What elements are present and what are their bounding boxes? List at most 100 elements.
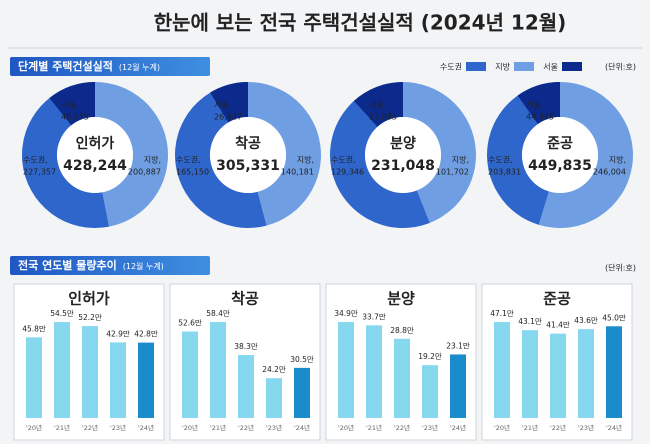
slice-value: 140,181 [281,168,314,177]
value-label: 54.5만 [50,309,74,318]
slice-name: 지방, [452,155,469,165]
donut-slice [330,82,430,229]
x-tick-label: '24년 [606,423,622,432]
donut-slice [49,82,95,126]
bar [578,329,594,418]
donut-slice [353,82,403,127]
donut-slice [95,82,168,227]
section-header [10,256,210,275]
section-title-text: 전국 연도별 물량추이 [18,258,117,272]
bar [338,322,354,418]
x-tick-label: '21년 [522,423,538,432]
bar [422,365,438,418]
legend-swatch [562,62,582,71]
donut-total: 231,048 [371,158,435,174]
panel-title: 인허가 [68,290,110,308]
x-tick-label: '23년 [422,423,438,432]
donut-total: 449,835 [528,158,592,174]
donut-center [365,117,441,193]
value-label: 28.8만 [390,326,414,335]
slice-name: 서울, [369,101,386,110]
bar [450,354,466,418]
bar [210,322,226,418]
bar [366,325,382,418]
donut-center [57,117,133,193]
x-tick-label: '22년 [550,423,566,432]
slice-name: 지방, [609,155,626,165]
bar [238,355,254,418]
panel-title: 분양 [387,290,415,308]
value-label: 42.9만 [106,329,130,338]
donut-total: 305,331 [216,158,280,174]
x-tick-label: '23년 [266,423,282,432]
x-tick-label: '22년 [82,423,98,432]
legend-swatch [514,62,534,71]
slice-value: 45,975 [61,113,89,122]
bar [110,342,126,418]
value-label: 52.6만 [178,319,202,328]
donut-slice [403,82,476,223]
donut-category: 준공 [547,136,573,152]
slice-name: 서울, [61,101,78,110]
x-tick-label: '24년 [450,423,466,432]
legend-swatch [466,62,486,71]
donut-total: 428,244 [63,158,127,174]
section-subtitle: (12월 누계) [119,62,160,72]
x-tick-label: '24년 [138,423,154,432]
bar [26,337,42,418]
bar [522,330,538,418]
slice-name: 수도권, [23,155,48,165]
slice-value: 44,365 [526,113,554,122]
value-label: 19.2만 [418,352,442,361]
section-title-text: 단계별 주택건설실적 [18,59,113,73]
slice-value: 246,004 [593,168,626,177]
x-tick-label: '20년 [26,423,42,432]
bar [138,342,154,418]
value-label: 41.4만 [546,321,570,330]
value-label: 38.3만 [234,342,258,351]
panel-title: 준공 [543,290,571,308]
x-tick-label: '20년 [182,423,198,432]
value-label: 34.9만 [334,309,358,318]
bar [494,322,510,418]
x-tick-label: '23년 [110,423,126,432]
value-label: 43.1만 [518,317,542,326]
section-subtitle: (12월 누계) [123,261,164,271]
slice-name: 지방, [144,155,161,165]
value-label: 23.1만 [446,341,470,350]
slice-value: 227,357 [23,168,56,177]
bar [394,338,410,418]
slice-name: 수도권, [331,155,356,165]
donut-slice [248,82,321,226]
slice-value: 26,427 [214,113,242,122]
slice-name: 서울, [526,101,543,110]
legend-label: 수도권 [440,62,462,72]
slice-value: 165,150 [176,168,209,177]
donut-slice [517,82,560,125]
donut-slice [21,82,110,229]
bar [550,333,566,418]
slice-name: 서울, [214,101,231,110]
x-tick-label: '24년 [294,423,310,432]
panel-title: 착공 [231,290,259,308]
slice-name: 수도권, [176,155,201,165]
donut-slice [538,82,633,229]
unit-label: (단위:호) [605,263,636,273]
bar [82,326,98,418]
value-label: 24.2만 [262,365,286,374]
legend-label: 서울 [543,63,558,72]
value-label: 52.2만 [78,313,102,322]
slice-name: 지방, [297,155,314,165]
x-tick-label: '21년 [54,423,70,432]
donut-center [210,117,286,193]
unit-label: (단위:호) [605,62,636,72]
x-tick-label: '21년 [210,423,226,432]
slice-value: 129,346 [331,168,364,177]
x-tick-label: '20년 [338,423,354,432]
slice-value: 27,083 [369,113,397,122]
bar [294,367,310,418]
page-title: 한눈에 보는 전국 주택건설실적 (2024년 12월) [154,11,567,35]
donut-category: 분양 [390,136,416,152]
donut-slice [210,82,248,123]
